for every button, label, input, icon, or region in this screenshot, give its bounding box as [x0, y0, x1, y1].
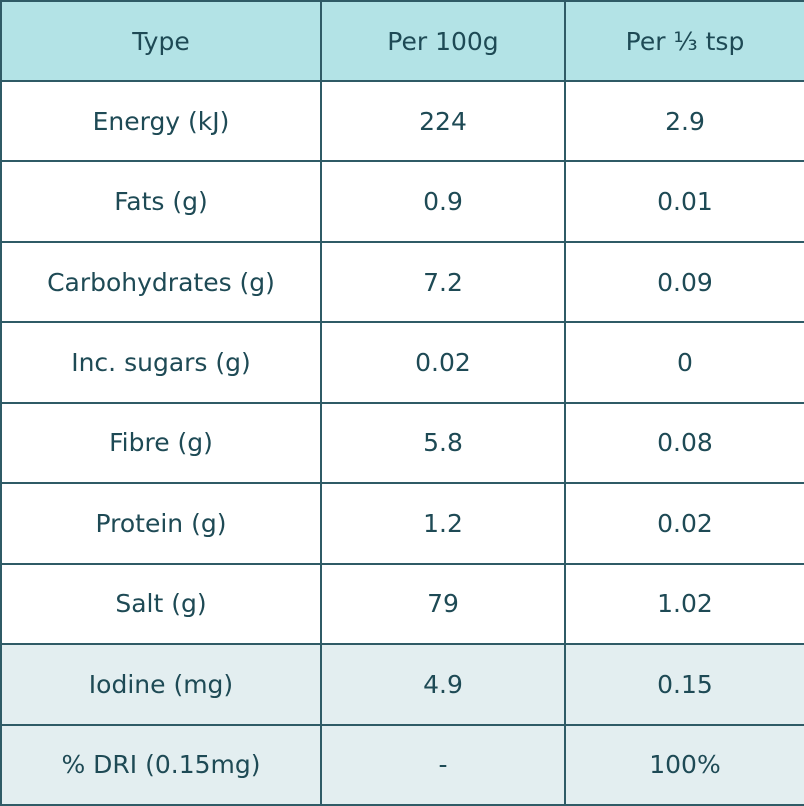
cell-per-third-tsp: 2.9: [564, 79, 804, 163]
cell-type: Iodine (mg): [0, 643, 322, 726]
table-row: Carbohydrates (g) 7.2 0.09: [0, 240, 804, 324]
table-row: Fibre (g) 5.8 0.08: [0, 401, 804, 485]
cell-per-third-tsp: 0: [564, 321, 804, 404]
header-per-third-tsp: Per ¹⁄₃ tsp: [564, 0, 804, 82]
header-type: Type: [0, 0, 322, 82]
cell-per-100g: 0.02: [320, 321, 566, 404]
cell-type: Protein (g): [0, 482, 322, 565]
cell-type: % DRI (0.15mg): [0, 723, 322, 806]
table-row: Fats (g) 0.9 0.01: [0, 160, 804, 243]
cell-per-third-tsp: 0.09: [564, 240, 804, 324]
cell-per-100g: 224: [320, 79, 566, 163]
cell-type: Salt (g): [0, 562, 322, 646]
cell-per-third-tsp: 0.02: [564, 482, 804, 565]
cell-per-100g: 79: [320, 562, 566, 646]
cell-per-third-tsp: 0.15: [564, 643, 804, 726]
cell-per-100g: 1.2: [320, 482, 566, 565]
cell-per-100g: 4.9: [320, 643, 566, 726]
cell-per-third-tsp: 1.02: [564, 562, 804, 646]
table-header: Type Per 100g Per ¹⁄₃ tsp: [0, 0, 804, 82]
header-row: Type Per 100g Per ¹⁄₃ tsp: [0, 0, 804, 82]
table-row: Inc. sugars (g) 0.02 0: [0, 321, 804, 404]
cell-type: Energy (kJ): [0, 79, 322, 163]
cell-type: Fats (g): [0, 160, 322, 243]
cell-per-100g: 7.2: [320, 240, 566, 324]
cell-per-third-tsp: 0.01: [564, 160, 804, 243]
table-body: Energy (kJ) 224 2.9 Fats (g) 0.9 0.01 Ca…: [0, 79, 804, 806]
cell-type: Fibre (g): [0, 401, 322, 485]
cell-type: Carbohydrates (g): [0, 240, 322, 324]
cell-per-100g: 5.8: [320, 401, 566, 485]
table-row: % DRI (0.15mg) - 100%: [0, 723, 804, 806]
cell-per-third-tsp: 100%: [564, 723, 804, 806]
header-per-100g: Per 100g: [320, 0, 566, 82]
cell-per-100g: 0.9: [320, 160, 566, 243]
table-row: Salt (g) 79 1.02: [0, 562, 804, 646]
cell-type: Inc. sugars (g): [0, 321, 322, 404]
cell-per-third-tsp: 0.08: [564, 401, 804, 485]
table-row: Iodine (mg) 4.9 0.15: [0, 643, 804, 726]
cell-per-100g: -: [320, 723, 566, 806]
table-row: Protein (g) 1.2 0.02: [0, 482, 804, 565]
table-row: Energy (kJ) 224 2.9: [0, 79, 804, 163]
